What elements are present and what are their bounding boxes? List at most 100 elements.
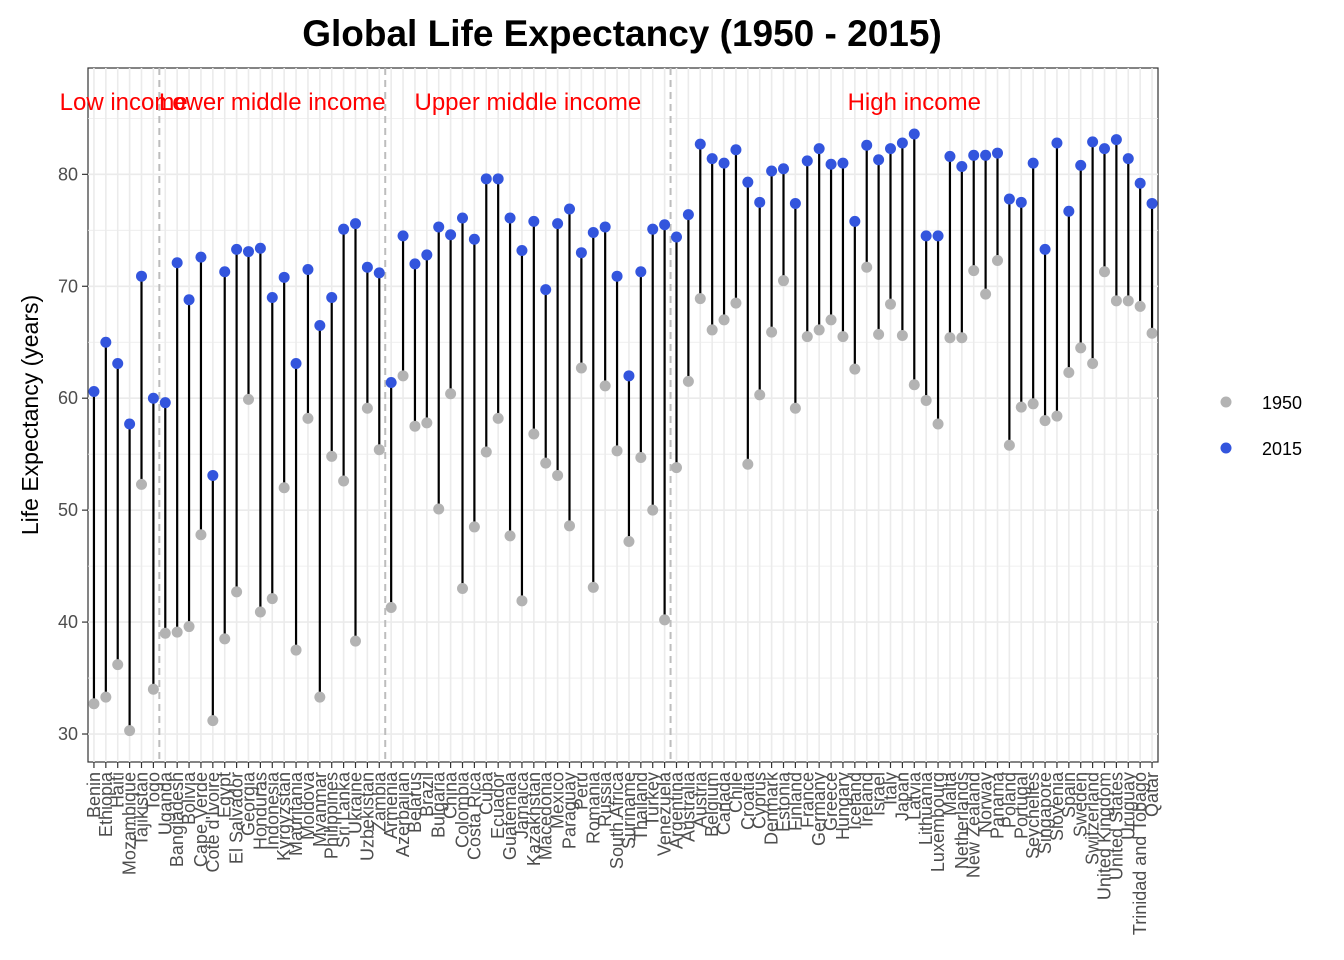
point-2015-87 <box>1122 153 1134 165</box>
point-2015-12 <box>231 243 243 255</box>
x-tick-label: Switzerland <box>1083 772 1103 865</box>
point-2015-79 <box>1027 157 1039 169</box>
x-tick-label: Mauritania <box>286 771 306 856</box>
point-1950-23 <box>361 402 373 414</box>
point-2015-42 <box>587 227 599 239</box>
point-1950-56 <box>754 389 766 401</box>
point-1950-10 <box>207 715 219 727</box>
point-2015-1 <box>100 336 112 348</box>
point-2015-72 <box>944 150 956 162</box>
point-1950-64 <box>849 363 861 375</box>
point-2015-9 <box>195 251 207 263</box>
x-tick-label: Kazakhstan <box>524 772 544 866</box>
x-tick-label: Luxembourg <box>928 772 948 872</box>
x-tick-label: Canada <box>714 771 734 835</box>
point-1950-65 <box>861 261 873 273</box>
point-2015-2 <box>112 358 124 370</box>
point-2015-81 <box>1051 137 1063 149</box>
point-1950-73 <box>956 332 968 344</box>
x-tick-label: Spain <box>1059 772 1079 818</box>
point-1950-43 <box>599 380 611 392</box>
x-tick-label: China <box>441 771 461 819</box>
x-tick-label: United States <box>1106 772 1126 880</box>
point-2015-29 <box>433 221 445 233</box>
point-1950-28 <box>421 417 433 429</box>
point-2015-6 <box>159 397 171 409</box>
point-1950-44 <box>611 445 623 457</box>
point-2015-4 <box>136 270 147 282</box>
point-2015-52 <box>706 153 718 165</box>
point-1950-70 <box>920 394 932 406</box>
point-2015-49 <box>671 231 682 243</box>
point-2015-75 <box>980 149 992 161</box>
point-1950-4 <box>136 478 147 490</box>
x-tick-label: Malta <box>940 771 960 816</box>
x-tick-label: Turkey <box>643 772 663 826</box>
x-tick-label: Indonesia <box>262 771 282 850</box>
point-2015-65 <box>861 139 873 151</box>
point-2015-57 <box>766 165 778 177</box>
point-1950-83 <box>1075 342 1087 354</box>
point-1950-25 <box>385 602 397 614</box>
x-tick-label: Ukraine <box>346 772 366 834</box>
point-2015-73 <box>956 161 968 173</box>
x-tick-label: Philippines <box>322 772 342 859</box>
point-1950-85 <box>1099 266 1110 278</box>
group-label: Lower middle income <box>159 89 386 116</box>
x-tick-label: Bulgaria <box>429 771 449 838</box>
point-2015-54 <box>730 144 742 156</box>
x-tick-label: Georgia <box>239 771 259 836</box>
point-1950-2 <box>112 659 124 671</box>
point-2015-31 <box>457 212 468 224</box>
point-2015-46 <box>635 266 647 278</box>
x-tick-label: Cote d'Ivoire <box>203 772 223 873</box>
x-tick-label: Greece <box>821 772 841 831</box>
x-tick-label: Singapore <box>1035 772 1055 854</box>
y-tick-label: 70 <box>58 276 78 296</box>
point-2015-78 <box>1015 196 1027 208</box>
point-1950-40 <box>564 520 575 532</box>
point-2015-27 <box>409 258 421 270</box>
x-tick-label: Paraguay <box>560 772 580 849</box>
point-2015-3 <box>124 418 136 430</box>
x-tick-label: Macedonia <box>536 771 556 860</box>
x-tick-label: Germany <box>809 772 829 846</box>
point-1950-84 <box>1087 358 1099 370</box>
point-1950-77 <box>1003 439 1015 451</box>
point-1950-78 <box>1015 401 1027 413</box>
point-2015-50 <box>682 209 694 221</box>
x-tick-label: Romania <box>583 771 603 844</box>
x-tick-label: Denmark <box>762 771 782 845</box>
group-label: High income <box>848 89 981 116</box>
point-2015-30 <box>445 229 457 241</box>
point-1950-50 <box>682 375 694 387</box>
x-tick-label: Uruguay <box>1118 772 1138 840</box>
point-1950-21 <box>338 475 350 487</box>
point-1950-57 <box>766 326 778 338</box>
dumbbell-segments <box>92 134 1154 731</box>
x-tick-label: Togo <box>143 772 163 811</box>
point-1950-67 <box>885 298 896 310</box>
legend-key-2015 <box>1220 442 1232 454</box>
x-tick-label: Honduras <box>250 772 270 850</box>
point-2015-47 <box>647 223 659 235</box>
points-2015 <box>88 128 1158 481</box>
x-tick-label: Norway <box>976 772 996 833</box>
x-tick-label: Italy <box>881 772 901 805</box>
x-tick-label: Armenia <box>381 771 401 839</box>
y-axis-title: Life Expectancy (years) <box>17 295 43 535</box>
x-tick-label: Portugal <box>1011 772 1031 839</box>
point-2015-48 <box>659 219 671 231</box>
x-tick-label: Brazil <box>417 772 437 817</box>
x-tick-label: Tajikistan <box>132 772 152 846</box>
point-1950-88 <box>1134 300 1146 312</box>
x-tick-label: Poland <box>999 772 1019 828</box>
x-tick-label: Haiti <box>108 772 128 808</box>
point-1950-1 <box>100 691 112 703</box>
point-2015-89 <box>1146 197 1158 209</box>
x-tick-label: Cyprus <box>750 772 770 829</box>
point-2015-35 <box>504 212 516 224</box>
legend-label-2015: 2015 <box>1262 439 1302 459</box>
group-label: Upper middle income <box>414 89 641 116</box>
